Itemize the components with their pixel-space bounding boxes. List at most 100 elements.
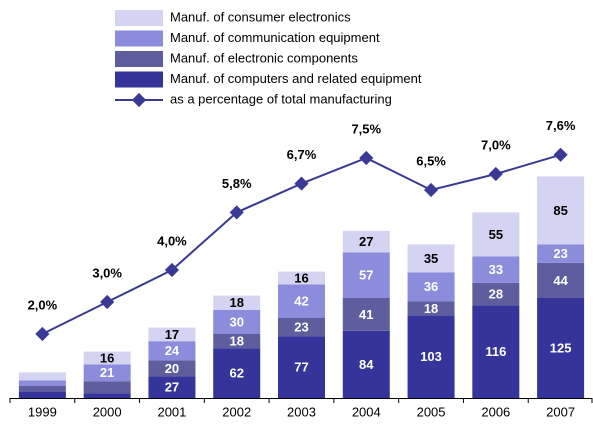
- line-value-label: 5,8%: [222, 176, 252, 191]
- line-value-label: 7,6%: [546, 118, 576, 133]
- bar-value-label: 20: [165, 361, 179, 376]
- bar-value-label: 42: [294, 294, 308, 309]
- line-marker: [553, 147, 568, 162]
- bar-segment: [213, 334, 261, 349]
- line-marker: [229, 205, 244, 220]
- line-value-label: 7,0%: [481, 137, 511, 152]
- bar-segment: [83, 381, 131, 394]
- legend-swatch: [115, 30, 163, 47]
- legend-label: Manuf. of computers and related equipmen…: [170, 71, 422, 86]
- x-tick-label: 2005: [417, 404, 446, 419]
- bar-segment: [278, 284, 325, 318]
- bar-segment: [342, 230, 390, 253]
- bar-value-label: 17: [165, 327, 179, 342]
- bar-segment: [342, 252, 390, 298]
- bar-value-label: 62: [229, 366, 243, 381]
- legend-swatch: [115, 71, 163, 88]
- bar-segment: [148, 376, 196, 398]
- bar-value-label: 55: [489, 227, 503, 242]
- bar-value-label: 30: [229, 314, 243, 329]
- x-tick-label: 1999: [28, 404, 57, 419]
- bar-segment: [278, 318, 325, 337]
- bar-segment: [278, 336, 325, 398]
- legend-label: Manuf. of communication equipment: [170, 30, 380, 45]
- bar-value-label: 84: [359, 357, 374, 372]
- bar-segment: [537, 244, 585, 263]
- x-tick-label: 2006: [481, 404, 510, 419]
- bar-segment: [342, 330, 390, 398]
- bar-value-label: 125: [550, 340, 572, 355]
- bar-value-label: 24: [165, 343, 180, 358]
- bar-value-label: 116: [485, 344, 506, 359]
- bar-segment: [278, 271, 325, 285]
- bar-segment: [537, 262, 585, 298]
- bar-value-label: 57: [359, 268, 373, 283]
- bar-value-label: 27: [165, 380, 179, 395]
- bar-segment: [148, 327, 196, 342]
- bar-value-label: 21: [100, 365, 114, 380]
- bar-segment: [472, 305, 520, 398]
- bar-value-label: 18: [424, 301, 438, 316]
- x-tick-label: 2002: [222, 404, 251, 419]
- bar-segment: [18, 391, 66, 398]
- bar-value-label: 28: [489, 286, 503, 301]
- x-tick-label: 2004: [352, 404, 381, 419]
- bar-value-label: 18: [229, 295, 243, 310]
- line-marker: [100, 294, 115, 310]
- line-value-label: 2,0%: [28, 297, 58, 312]
- x-tick-label: 2003: [287, 404, 316, 419]
- line-marker: [423, 182, 439, 198]
- bar-segment: [83, 364, 131, 382]
- bar-segment: [472, 256, 520, 283]
- bar-segment: [18, 386, 66, 392]
- bar-segment: [537, 176, 585, 245]
- bar-segment: [472, 282, 520, 306]
- legend-swatch: [115, 10, 163, 26]
- bar-value-label: 23: [553, 246, 567, 261]
- bar-segment: [18, 380, 66, 386]
- bar-value-label: 77: [294, 360, 308, 375]
- bar-value-label: 44: [553, 273, 568, 288]
- line-marker: [488, 166, 503, 182]
- line-value-label: 7,5%: [351, 121, 381, 136]
- line-marker: [359, 150, 374, 166]
- legend-marker: [131, 92, 147, 108]
- bar-value-label: 33: [489, 262, 503, 277]
- bar-value-label: 41: [359, 307, 373, 322]
- bar-segment: [213, 310, 261, 334]
- bar-segment: [407, 272, 455, 302]
- bar-segment: [537, 298, 585, 398]
- line-value-label: 3,0%: [92, 265, 122, 280]
- bar-value-label: 16: [100, 350, 114, 365]
- bar-value-label: 85: [553, 203, 567, 218]
- line-value-label: 4,0%: [157, 233, 187, 248]
- x-tick-label: 2001: [157, 404, 186, 419]
- bar-value-label: 23: [294, 320, 308, 335]
- bar-segment: [148, 341, 196, 361]
- bar-segment: [407, 301, 455, 316]
- bar-segment: [83, 351, 131, 365]
- legend-swatch: [115, 51, 163, 67]
- bar-segment: [407, 244, 455, 273]
- line-marker: [164, 262, 180, 278]
- line-value-label: 6,5%: [416, 153, 446, 168]
- bar-value-label: 16: [294, 270, 308, 285]
- legend-label: Manuf. of electronic components: [170, 50, 358, 65]
- bar-segment: [213, 348, 261, 398]
- bar-value-label: 18: [229, 334, 243, 349]
- bar-value-label: 103: [420, 349, 442, 364]
- bar-value-label: 36: [424, 279, 438, 294]
- bar-segment: [213, 295, 261, 310]
- legend-label: as a percentage of total manufacturing: [170, 91, 392, 106]
- bar-segment: [342, 298, 390, 331]
- line-marker: [294, 176, 309, 191]
- line-value-label: 6,7%: [287, 147, 317, 162]
- bar-segment: [83, 393, 131, 398]
- legend-label: Manuf. of consumer electronics: [170, 9, 351, 24]
- bar-segment: [148, 360, 196, 377]
- x-tick-label: 2007: [546, 404, 575, 419]
- x-tick-label: 2000: [93, 404, 122, 419]
- bar-segment: [472, 212, 520, 257]
- bar-segment: [407, 315, 455, 398]
